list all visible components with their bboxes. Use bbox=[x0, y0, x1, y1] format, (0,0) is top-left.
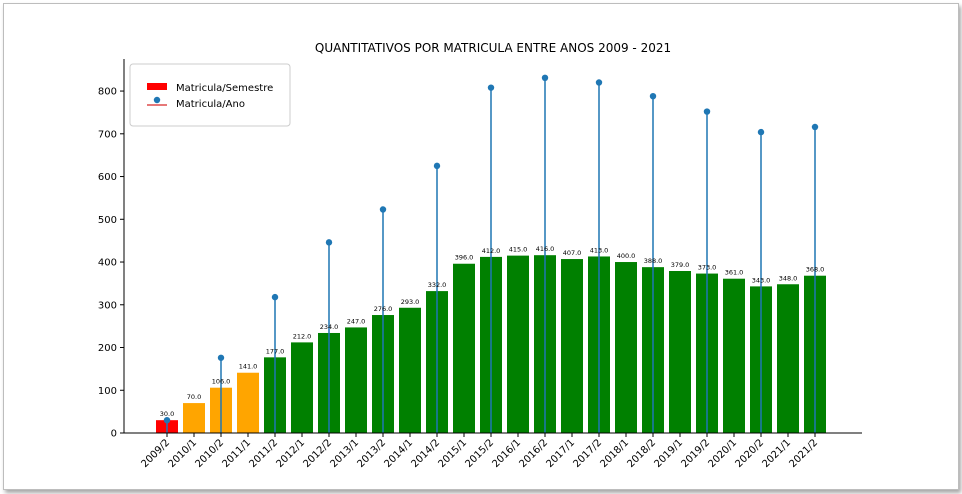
stem-marker bbox=[217, 354, 225, 361]
x-tick-label: 2018/2 bbox=[625, 437, 658, 470]
bar-data-label: 407.0 bbox=[563, 249, 582, 257]
bar bbox=[399, 307, 421, 433]
x-tick-label: 2017/1 bbox=[544, 437, 577, 470]
x-tick-label: 2020/2 bbox=[733, 437, 766, 470]
legend: Matricula/Semestre Matricula/Ano bbox=[129, 63, 291, 127]
stem-marker bbox=[433, 162, 441, 170]
y-tick-label: 800 bbox=[98, 87, 117, 98]
stem-marker bbox=[379, 206, 387, 213]
stem-marker bbox=[595, 79, 603, 86]
stem-marker bbox=[271, 293, 279, 301]
x-tick-label: 2015/2 bbox=[463, 437, 496, 470]
bar bbox=[237, 372, 259, 433]
x-tick-label: 2014/2 bbox=[409, 437, 442, 470]
bar-data-label: 212.0 bbox=[293, 332, 312, 340]
bar-data-label: 177.0 bbox=[266, 347, 285, 355]
x-tick-label: 2017/2 bbox=[571, 437, 604, 470]
stem-marker bbox=[703, 108, 711, 115]
stem-marker bbox=[757, 128, 765, 136]
bar-data-label: 332.0 bbox=[428, 281, 447, 289]
x-tick-label: 2011/2 bbox=[247, 437, 280, 470]
stem-marker bbox=[163, 416, 171, 424]
x-tick-label: 2010/1 bbox=[166, 437, 199, 470]
x-tick-label: 2018/1 bbox=[598, 437, 631, 470]
bar-data-label: 141.0 bbox=[239, 363, 258, 371]
bar-data-label: 388.0 bbox=[644, 257, 663, 265]
y-tick-label: 300 bbox=[98, 300, 117, 311]
x-tick-label: 2012/2 bbox=[301, 437, 334, 470]
bar-data-label: 70.0 bbox=[187, 393, 201, 401]
bar bbox=[345, 327, 367, 433]
stem-marker bbox=[541, 74, 549, 82]
x-tick-label: 2016/2 bbox=[517, 437, 550, 470]
bar bbox=[561, 259, 583, 433]
bar bbox=[453, 263, 475, 433]
x-tick-label: 2019/1 bbox=[652, 437, 685, 470]
bar-data-label: 416.0 bbox=[536, 245, 555, 253]
bar-data-label: 343.0 bbox=[752, 276, 771, 284]
x-tick-label: 2021/1 bbox=[760, 437, 793, 470]
x-tick-label: 2013/1 bbox=[328, 437, 361, 470]
bar-data-label: 379.0 bbox=[671, 261, 690, 269]
bar bbox=[507, 255, 529, 433]
chart-title: QUANTITATIVOS POR MATRICULA ENTRE ANOS 2… bbox=[315, 41, 671, 55]
bar-data-label: 412.0 bbox=[482, 247, 501, 255]
bar-data-label: 247.0 bbox=[347, 317, 366, 325]
bar bbox=[777, 284, 799, 433]
bar-data-label: 276.0 bbox=[374, 305, 393, 313]
bar-data-label: 106.0 bbox=[212, 378, 231, 386]
x-tick-label: 2011/1 bbox=[220, 437, 253, 470]
bar bbox=[615, 262, 637, 433]
x-tick-label: 2009/2 bbox=[139, 437, 172, 470]
y-tick-label: 100 bbox=[98, 386, 117, 397]
stem-marker bbox=[649, 92, 657, 100]
x-tick-label: 2015/1 bbox=[436, 437, 469, 470]
stem-marker bbox=[811, 123, 819, 131]
chart-frame: QUANTITATIVOS POR MATRICULA ENTRE ANOS 2… bbox=[3, 3, 959, 490]
bar-chart: QUANTITATIVOS POR MATRICULA ENTRE ANOS 2… bbox=[98, 41, 862, 470]
x-tick-label: 2012/1 bbox=[274, 437, 307, 470]
x-tick-label: 2016/1 bbox=[490, 437, 523, 470]
legend-label-semestre: Matricula/Semestre bbox=[176, 83, 273, 94]
y-tick-label: 700 bbox=[98, 129, 117, 140]
y-tick-label: 400 bbox=[98, 258, 117, 269]
bar bbox=[291, 342, 313, 433]
bar bbox=[183, 403, 205, 433]
bar-data-label: 361.0 bbox=[725, 269, 744, 277]
stem-marker bbox=[325, 239, 333, 246]
y-tick-label: 200 bbox=[98, 343, 117, 354]
legend-swatch-semestre bbox=[147, 83, 167, 90]
legend-marker-ano bbox=[153, 96, 161, 104]
bar-data-label: 400.0 bbox=[617, 252, 636, 260]
bar-data-label: 234.0 bbox=[320, 323, 339, 331]
legend-box bbox=[129, 63, 291, 127]
legend-label-ano: Matricula/Ano bbox=[176, 99, 245, 110]
y-tick-label: 0 bbox=[111, 429, 117, 440]
x-tick-label: 2013/2 bbox=[355, 437, 388, 470]
bar-data-label: 415.0 bbox=[509, 246, 528, 254]
y-tick-label: 600 bbox=[98, 172, 117, 183]
x-tick-label: 2010/2 bbox=[193, 437, 226, 470]
bar-data-label: 413.0 bbox=[590, 246, 609, 254]
stem-marker bbox=[487, 84, 495, 91]
bar-data-label: 368.0 bbox=[806, 266, 825, 274]
x-tick-label: 2020/1 bbox=[706, 437, 739, 470]
bar-data-label: 293.0 bbox=[401, 298, 420, 306]
bar bbox=[723, 278, 745, 433]
bar-data-label: 348.0 bbox=[779, 274, 798, 282]
bar bbox=[669, 271, 691, 433]
bar-data-label: 396.0 bbox=[455, 254, 474, 262]
x-tick-label: 2014/1 bbox=[382, 437, 415, 470]
bar-data-label: 30.0 bbox=[160, 410, 174, 418]
bar-data-label: 373.0 bbox=[698, 264, 717, 272]
x-tick-label: 2019/2 bbox=[679, 437, 712, 470]
y-tick-label: 500 bbox=[98, 215, 117, 226]
x-tick-label: 2021/2 bbox=[787, 437, 820, 470]
